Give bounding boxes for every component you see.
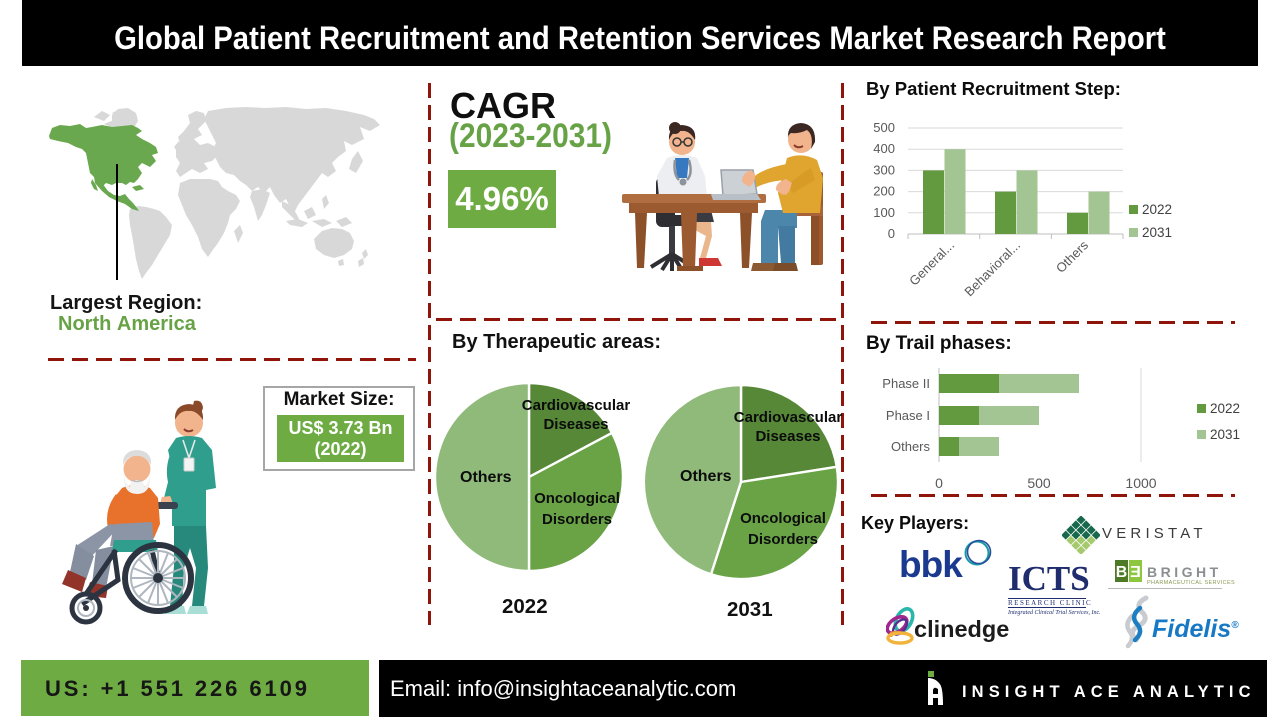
svg-text:100: 100 xyxy=(873,205,895,220)
svg-text:Phase II: Phase II xyxy=(882,376,930,391)
svg-text:2022: 2022 xyxy=(1210,401,1240,416)
svg-text:General...: General... xyxy=(906,238,957,289)
svg-text:1000: 1000 xyxy=(1125,475,1156,491)
svg-text:0: 0 xyxy=(888,226,895,241)
svg-text:500: 500 xyxy=(873,120,895,135)
svg-text:2031: 2031 xyxy=(1142,225,1172,240)
svg-text:2022: 2022 xyxy=(1142,202,1172,217)
svg-text:200: 200 xyxy=(873,184,895,199)
svg-text:500: 500 xyxy=(1027,475,1051,491)
svg-text:B: B xyxy=(1116,564,1128,581)
svg-text:Ǝ: Ǝ xyxy=(1130,564,1141,581)
svg-text:400: 400 xyxy=(873,141,895,156)
svg-text:Behavioral...: Behavioral... xyxy=(961,238,1023,300)
svg-text:2031: 2031 xyxy=(1210,427,1240,442)
svg-text:Others: Others xyxy=(1053,237,1092,276)
svg-text:0: 0 xyxy=(935,475,943,491)
svg-text:Phase I: Phase I xyxy=(886,408,930,423)
svg-text:300: 300 xyxy=(873,162,895,177)
svg-text:Others: Others xyxy=(891,439,931,454)
